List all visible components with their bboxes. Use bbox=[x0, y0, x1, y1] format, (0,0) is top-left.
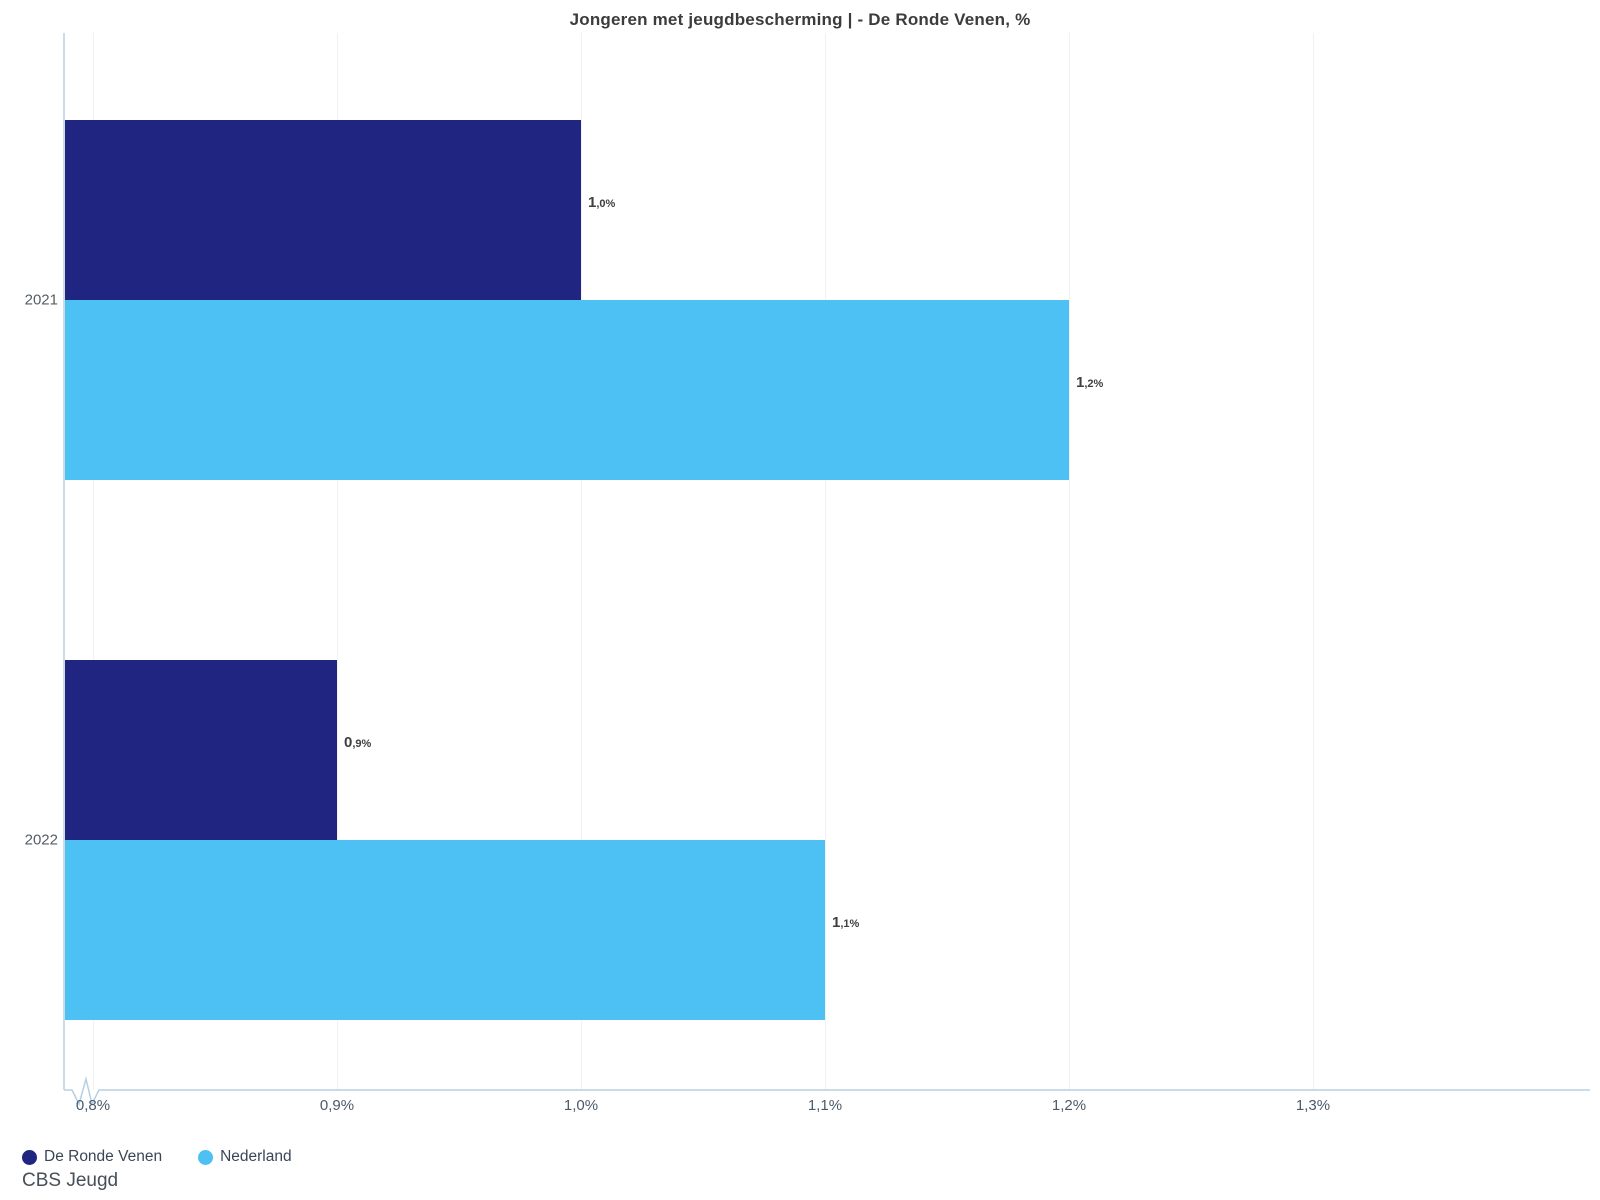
gridline-1,3% bbox=[1313, 33, 1314, 1090]
legend: De Ronde Venen Nederland bbox=[22, 1148, 292, 1166]
x-tick-1,3%: 1,3% bbox=[1295, 1097, 1331, 1114]
bar-de-ronde-venen-2022[interactable] bbox=[65, 660, 337, 840]
bar-nederland-2022[interactable] bbox=[65, 840, 825, 1020]
category-label-2022: 2022 bbox=[24, 831, 58, 849]
chart-title: Jongeren met jeugdbescherming | - De Ron… bbox=[569, 10, 1031, 29]
gridline-1,1% bbox=[825, 33, 826, 1090]
gridline-0,9% bbox=[337, 33, 338, 1090]
legend-item-nederland[interactable]: Nederland bbox=[198, 1148, 292, 1166]
value-label-nederland-2021: 1,2% bbox=[1076, 374, 1104, 391]
gridline-1,2% bbox=[1069, 33, 1070, 1090]
value-label-de-ronde-venen-2021: 1,0% bbox=[588, 194, 616, 211]
category-label-2021: 2021 bbox=[24, 291, 58, 309]
legend-label: Nederland bbox=[220, 1148, 292, 1165]
bar-de-ronde-venen-2021[interactable] bbox=[65, 120, 581, 300]
gridline-1,0% bbox=[581, 33, 582, 1090]
x-tick-0,8%: 0,8% bbox=[75, 1097, 111, 1114]
axis-path bbox=[63, 33, 1590, 1107]
value-label-nederland-2022: 1,1% bbox=[832, 914, 860, 931]
legend-item-de-ronde-venen[interactable]: De Ronde Venen bbox=[22, 1148, 162, 1166]
value-label-de-ronde-venen-2022: 0,9% bbox=[344, 734, 372, 751]
x-tick-1,0%: 1,0% bbox=[563, 1097, 599, 1114]
x-tick-1,2%: 1,2% bbox=[1051, 1097, 1087, 1114]
bar-nederland-2021[interactable] bbox=[65, 300, 1069, 480]
x-tick-1,1%: 1,1% bbox=[807, 1097, 843, 1114]
x-tick-0,9%: 0,9% bbox=[319, 1097, 355, 1114]
legend-swatch-icon bbox=[22, 1149, 37, 1165]
legend-swatch-icon bbox=[198, 1149, 214, 1165]
source-label: CBS Jeugd bbox=[22, 1170, 119, 1191]
gridline-0,8% bbox=[93, 33, 94, 1090]
legend-label: De Ronde Venen bbox=[44, 1148, 163, 1165]
